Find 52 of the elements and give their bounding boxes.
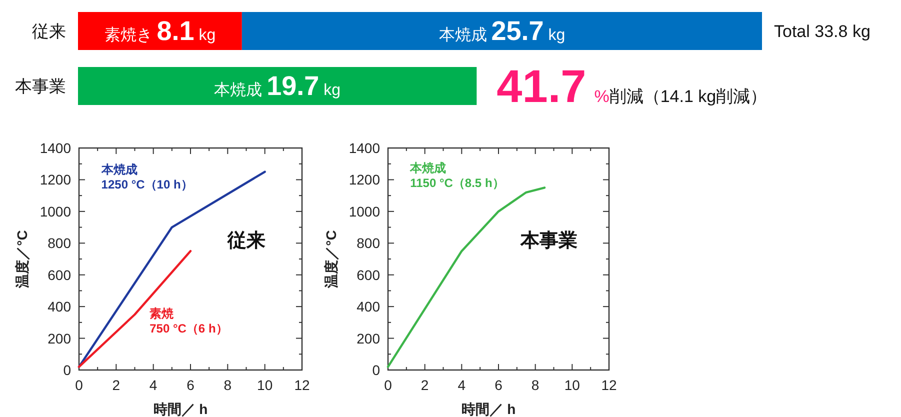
annotation: 750 °C（6 h） [150,322,228,336]
x-axis-title: 時間／ h [153,401,208,417]
x-tick-label: 8 [224,377,232,393]
y-tick-label: 1200 [40,172,72,188]
y-tick-label: 600 [356,266,380,283]
y-axis-title: 温度／°C [14,230,30,289]
x-tick-label: 4 [149,377,158,393]
annotation: 従来 [226,229,266,252]
data-label: 19.7 kg [266,71,341,101]
y-axis-title: 温度／°C [323,230,339,289]
x-tick-label: 6 [186,377,195,393]
y-tick-label: 0 [63,362,72,378]
y-tick-label: 800 [48,235,72,252]
x-tick-label: 12 [294,377,310,393]
data-label: 8.1 kg [156,16,216,46]
y-tick-label: 本事業 [15,77,66,96]
y-tick-label: 400 [48,298,72,315]
x-tick-label: 6 [494,377,503,393]
y-tick-label: 1200 [348,172,380,188]
y-tick-label: 400 [356,298,380,315]
text: 本焼成 [100,162,138,176]
y-tick-label: 200 [356,330,380,346]
series-label: 素焼き [104,26,157,44]
x-tick-label: 2 [420,377,429,393]
text: Total 33.8 kg [774,22,870,41]
series-label: 本焼成 [438,26,492,44]
x-tick-label: 0 [384,377,392,393]
y-tick-label: 1000 [348,203,380,220]
x-tick-label: 12 [601,377,617,393]
data-label: 25.7 kg [491,16,566,46]
annotation: 本事業 [520,229,578,252]
y-tick-label: 200 [48,330,72,346]
y-tick-label: 800 [356,235,380,252]
series-label: 素焼 [150,306,175,321]
x-tick-label: 4 [458,377,466,393]
x-tick-label: 0 [75,377,84,393]
annotation: 1150 °C（8.5 h） [410,176,504,190]
x-tick-label: 10 [257,377,273,393]
annotation: 1250 °C（10 h） [101,177,193,192]
y-tick-label: 600 [48,266,72,283]
text: 本焼成 [409,160,446,175]
y-tick-label: 従来 [32,22,66,41]
x-tick-label: 2 [112,377,120,393]
y-tick-label: 0 [372,362,380,378]
y-tick-label: 1000 [40,203,72,220]
x-axis-title: 時間／ h [461,401,516,417]
y-tick-label: 1400 [40,140,72,156]
text: 本焼成 [214,82,262,99]
x-tick-label: 10 [564,377,580,393]
annotation: 41.7 %削減（14.1 kg削減） [496,60,768,112]
x-tick-label: 8 [531,377,540,393]
y-tick-label: 1400 [348,140,380,156]
